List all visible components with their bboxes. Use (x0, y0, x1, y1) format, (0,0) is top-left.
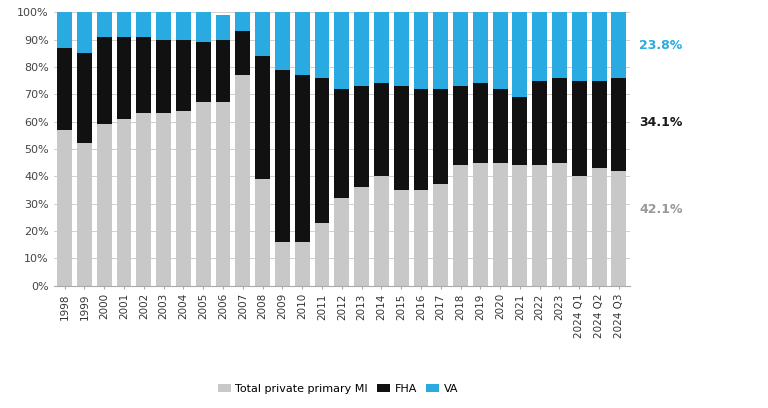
Bar (473, 12, 488, 83)
Bar (334, 89, 349, 198)
Bar (275, 70, 290, 242)
Bar (315, 78, 329, 223)
Bar (216, 15, 230, 40)
Bar (315, 12, 329, 78)
Bar (394, 86, 409, 190)
Bar (196, 42, 210, 102)
Bar (552, 78, 567, 162)
Bar (58, 12, 72, 48)
Bar (512, 165, 528, 286)
Bar (473, 162, 488, 286)
Bar (433, 12, 449, 89)
Bar (453, 165, 468, 286)
Bar (176, 111, 190, 286)
Bar (137, 37, 151, 113)
Bar (275, 242, 290, 286)
Bar (473, 83, 488, 162)
Bar (176, 12, 190, 40)
Bar (493, 89, 508, 162)
Bar (295, 75, 310, 242)
Bar (58, 48, 72, 130)
Bar (572, 81, 587, 176)
Bar (117, 12, 131, 37)
Text: 34.1%: 34.1% (640, 116, 683, 129)
Bar (552, 12, 567, 78)
Bar (532, 81, 547, 165)
Bar (532, 12, 547, 81)
Bar (433, 89, 449, 184)
Bar (255, 179, 270, 286)
Bar (77, 12, 92, 53)
Bar (255, 56, 270, 179)
Bar (453, 12, 468, 86)
Bar (97, 124, 111, 286)
Bar (295, 242, 310, 286)
Bar (156, 12, 171, 40)
Bar (591, 12, 607, 81)
Bar (572, 12, 587, 81)
Bar (354, 12, 369, 86)
Bar (97, 12, 111, 37)
Bar (156, 113, 171, 286)
Bar (512, 12, 528, 97)
Text: 23.8%: 23.8% (640, 38, 683, 51)
Bar (374, 176, 389, 286)
Bar (156, 40, 171, 113)
Bar (334, 12, 349, 89)
Bar (433, 184, 449, 286)
Bar (334, 198, 349, 286)
Bar (196, 102, 210, 286)
Bar (235, 31, 250, 75)
Bar (394, 12, 409, 86)
Bar (374, 83, 389, 176)
Bar (413, 12, 429, 89)
Bar (453, 86, 468, 165)
Bar (137, 113, 151, 286)
Bar (77, 53, 92, 144)
Bar (58, 130, 72, 286)
Bar (394, 190, 409, 286)
Bar (216, 102, 230, 286)
Bar (275, 12, 290, 70)
Bar (137, 12, 151, 37)
Bar (176, 40, 190, 111)
Bar (532, 165, 547, 286)
Bar (611, 12, 626, 78)
Bar (235, 12, 250, 31)
Bar (354, 187, 369, 286)
Bar (315, 223, 329, 286)
Bar (255, 12, 270, 56)
Bar (611, 78, 626, 171)
Bar (552, 162, 567, 286)
Bar (493, 12, 508, 89)
Bar (295, 12, 310, 75)
Bar (97, 37, 111, 124)
Bar (413, 190, 429, 286)
Bar (512, 97, 528, 165)
Bar (493, 162, 508, 286)
Bar (117, 119, 131, 286)
Bar (611, 171, 626, 286)
Legend: Total private primary MI, FHA, VA: Total private primary MI, FHA, VA (214, 379, 462, 398)
Bar (591, 81, 607, 168)
Bar (591, 168, 607, 286)
Bar (235, 75, 250, 286)
Bar (413, 89, 429, 190)
Text: 42.1%: 42.1% (640, 202, 683, 215)
Bar (196, 12, 210, 42)
Bar (117, 37, 131, 119)
Bar (77, 144, 92, 286)
Bar (572, 176, 587, 286)
Bar (216, 40, 230, 102)
Bar (374, 12, 389, 83)
Bar (354, 86, 369, 187)
